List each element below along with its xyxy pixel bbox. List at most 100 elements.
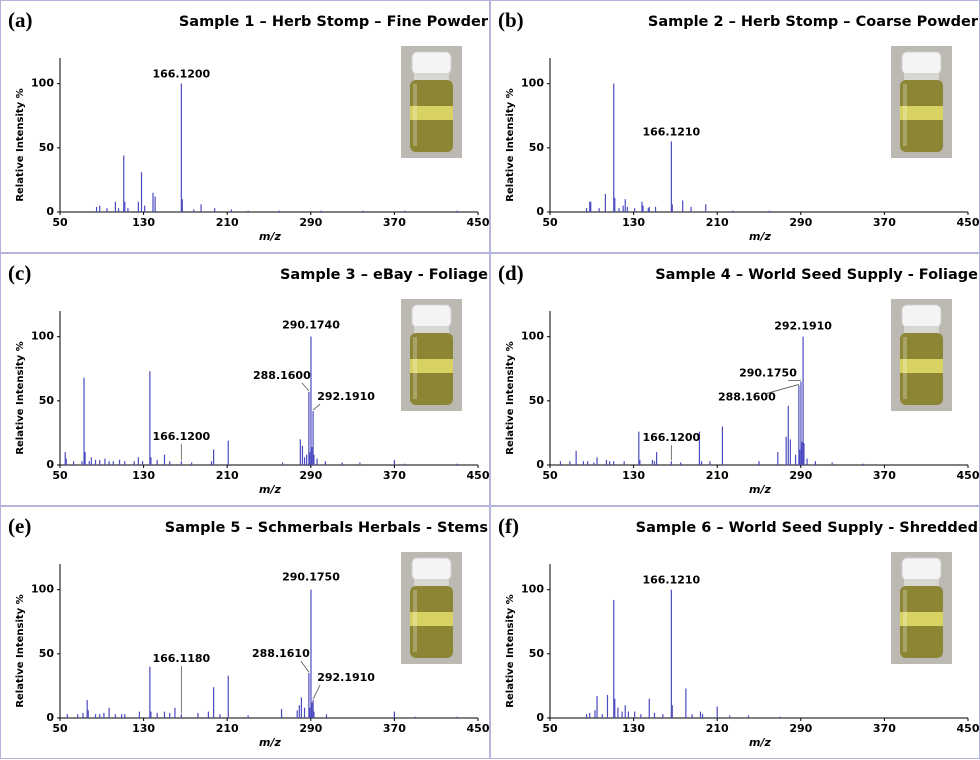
y-axis-label: Relative Intensity % (505, 594, 516, 707)
panel-label: (c) (8, 261, 31, 285)
panel-title: Sample 4 – World Seed Supply - Foliage (655, 267, 978, 283)
x-tick-label: 50 (52, 469, 68, 482)
vial-neck (904, 326, 939, 334)
peak-label: 292.1910 (774, 320, 832, 333)
vial-neck (414, 326, 449, 334)
panel-title: Sample 2 – Herb Stomp – Coarse Powder (648, 14, 979, 30)
vial-shine (413, 337, 417, 399)
y-tick-label: 100 (521, 583, 544, 596)
panel-border (0, 506, 490, 759)
panel-label: (d) (498, 261, 524, 285)
peak-label: 166.1210 (642, 574, 700, 587)
panel-title: Sample 6 – World Seed Supply - Shredded (636, 520, 978, 536)
x-axis-label: m/z (259, 483, 281, 496)
x-tick-label: 450 (467, 216, 490, 229)
x-tick-label: 210 (706, 722, 729, 735)
peak-label: 290.1740 (282, 319, 340, 332)
x-tick-label: 130 (132, 722, 155, 735)
x-tick-label: 210 (706, 216, 729, 229)
panel-label: (a) (8, 8, 33, 32)
x-tick-label: 50 (542, 722, 558, 735)
y-tick-label: 50 (529, 647, 545, 660)
y-tick-label: 0 (536, 205, 544, 218)
peak-label: 292.1910 (317, 671, 375, 684)
x-tick-label: 130 (132, 216, 155, 229)
y-tick-label: 50 (529, 394, 545, 407)
vial-band (900, 359, 943, 373)
panel-label: (b) (498, 8, 524, 32)
vial-neck (904, 73, 939, 81)
vial-band (900, 106, 943, 120)
vial-shine (903, 84, 907, 146)
x-tick-label: 450 (467, 722, 490, 735)
vial-shine (413, 590, 417, 652)
x-axis-label: m/z (749, 736, 771, 749)
panel-border (0, 0, 490, 253)
y-tick-label: 50 (529, 141, 545, 154)
x-tick-label: 290 (299, 469, 322, 482)
x-tick-label: 370 (383, 722, 406, 735)
vial-band (410, 612, 453, 626)
x-tick-label: 210 (216, 216, 239, 229)
vial-neck (904, 579, 939, 587)
peak-label: 290.1750 (282, 571, 340, 584)
y-tick-label: 50 (39, 141, 55, 154)
peak-label: 292.1910 (317, 390, 375, 403)
y-tick-label: 0 (46, 205, 54, 218)
panel-title: Sample 1 – Herb Stomp – Fine Powder (179, 14, 489, 30)
leader-line (312, 403, 321, 411)
x-tick-label: 450 (957, 722, 980, 735)
vial-neck (414, 579, 449, 587)
x-tick-label: 370 (873, 722, 896, 735)
vial-cap (411, 304, 452, 328)
panel-label: (e) (8, 514, 31, 538)
vial-cap (901, 304, 942, 328)
peak-label: 288.1610 (252, 647, 310, 660)
y-tick-label: 0 (536, 458, 544, 471)
x-axis-label: m/z (259, 230, 281, 243)
vial-cap (901, 51, 942, 75)
panel-title: Sample 5 – Schmerbals Herbals - Stems (165, 520, 488, 536)
y-tick-label: 50 (39, 394, 55, 407)
x-tick-label: 370 (383, 469, 406, 482)
y-tick-label: 100 (31, 583, 54, 596)
x-tick-label: 50 (52, 216, 68, 229)
vial-shine (903, 337, 907, 399)
x-axis-label: m/z (259, 736, 281, 749)
panel-title: Sample 3 – eBay - Foliage (280, 267, 488, 283)
y-axis-label: Relative Intensity % (15, 341, 26, 454)
x-tick-label: 210 (216, 469, 239, 482)
y-axis-label: Relative Intensity % (505, 88, 516, 201)
x-tick-label: 290 (299, 722, 322, 735)
peak-label: 290.1750 (739, 367, 797, 380)
x-tick-label: 450 (957, 469, 980, 482)
peak-label: 166.1180 (152, 652, 210, 665)
x-tick-label: 130 (622, 469, 645, 482)
x-axis-label: m/z (749, 483, 771, 496)
x-tick-label: 290 (299, 216, 322, 229)
x-tick-label: 370 (873, 469, 896, 482)
peak-label: 288.1600 (718, 390, 776, 403)
x-axis-label: m/z (749, 230, 771, 243)
y-tick-label: 100 (521, 77, 544, 90)
leader-line (301, 382, 310, 392)
leader-line (300, 660, 310, 673)
peak-label: 166.1200 (152, 68, 210, 81)
vial-shine (903, 590, 907, 652)
peak-label: 166.1200 (642, 431, 700, 444)
vial-band (410, 106, 453, 120)
y-tick-label: 0 (46, 711, 54, 724)
x-tick-label: 210 (706, 469, 729, 482)
y-axis-label: Relative Intensity % (505, 341, 516, 454)
x-tick-label: 130 (622, 216, 645, 229)
y-axis-label: Relative Intensity % (15, 88, 26, 201)
x-tick-label: 450 (467, 469, 490, 482)
vial-cap (411, 51, 452, 75)
leader-line (766, 384, 799, 394)
peak-label: 288.1600 (253, 369, 311, 382)
vial-cap (901, 557, 942, 581)
x-tick-label: 50 (52, 722, 68, 735)
x-tick-label: 50 (542, 469, 558, 482)
x-tick-label: 50 (542, 216, 558, 229)
